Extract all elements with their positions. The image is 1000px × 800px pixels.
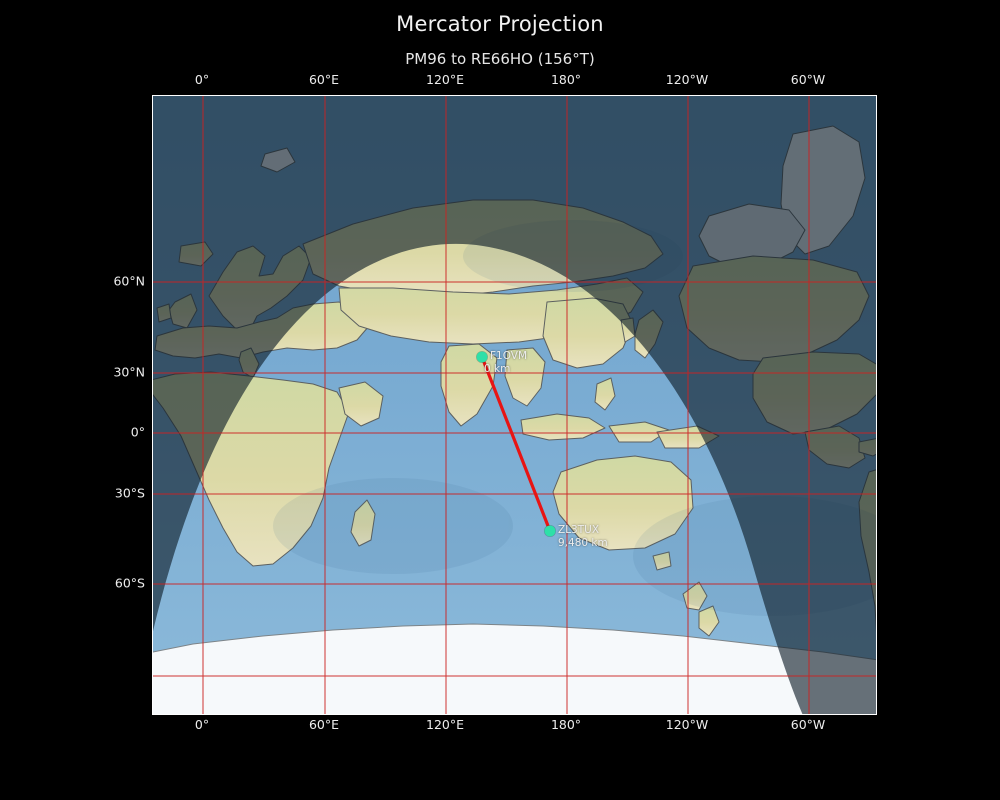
x-tick-top-3: 180° [550, 72, 582, 87]
y-tick-4: 60°S [114, 575, 145, 591]
x-tick-bottom-1: 60°E [308, 717, 340, 732]
marker-origin-distance: 0 km [484, 363, 511, 375]
y-tick-0: 60°N [113, 273, 145, 289]
y-tick-3: 30°S [114, 485, 145, 501]
x-tick-top-4: 120°W [665, 72, 709, 87]
marker-destination-dot[interactable] [544, 525, 556, 537]
marker-destination-callsign: ZL3TUX [558, 524, 600, 536]
great-circle-path [480, 355, 552, 533]
graticule-gridlines [153, 96, 876, 714]
x-tick-bottom-4: 120°W [665, 717, 709, 732]
x-tick-bottom-0: 0° [194, 717, 210, 732]
x-tick-bottom-2: 120°E [425, 717, 465, 732]
x-tick-top-1: 60°E [308, 72, 340, 87]
map-canvas[interactable]: F1OVM 0 km ZL3TUX 9,480 km [152, 95, 877, 715]
world-basemap [153, 96, 876, 714]
x-tick-top-2: 120°E [425, 72, 465, 87]
day-night-terminator-overlay [153, 96, 876, 714]
x-tick-bottom-3: 180° [550, 717, 582, 732]
y-tick-1: 30°N [113, 364, 145, 380]
marker-destination-distance: 9,480 km [558, 537, 608, 549]
x-tick-bottom-5: 60°W [790, 717, 826, 732]
marker-origin-dot[interactable] [476, 351, 488, 363]
x-tick-top-5: 60°W [790, 72, 826, 87]
page-title: Mercator Projection [396, 12, 604, 36]
map-inner: F1OVM 0 km ZL3TUX 9,480 km [153, 96, 876, 714]
marker-origin-callsign: F1OVM [490, 350, 528, 362]
y-tick-2: 0° [130, 424, 145, 440]
page-subtitle: PM96 to RE66HO (156°T) [405, 50, 595, 68]
x-tick-top-0: 0° [194, 72, 210, 87]
